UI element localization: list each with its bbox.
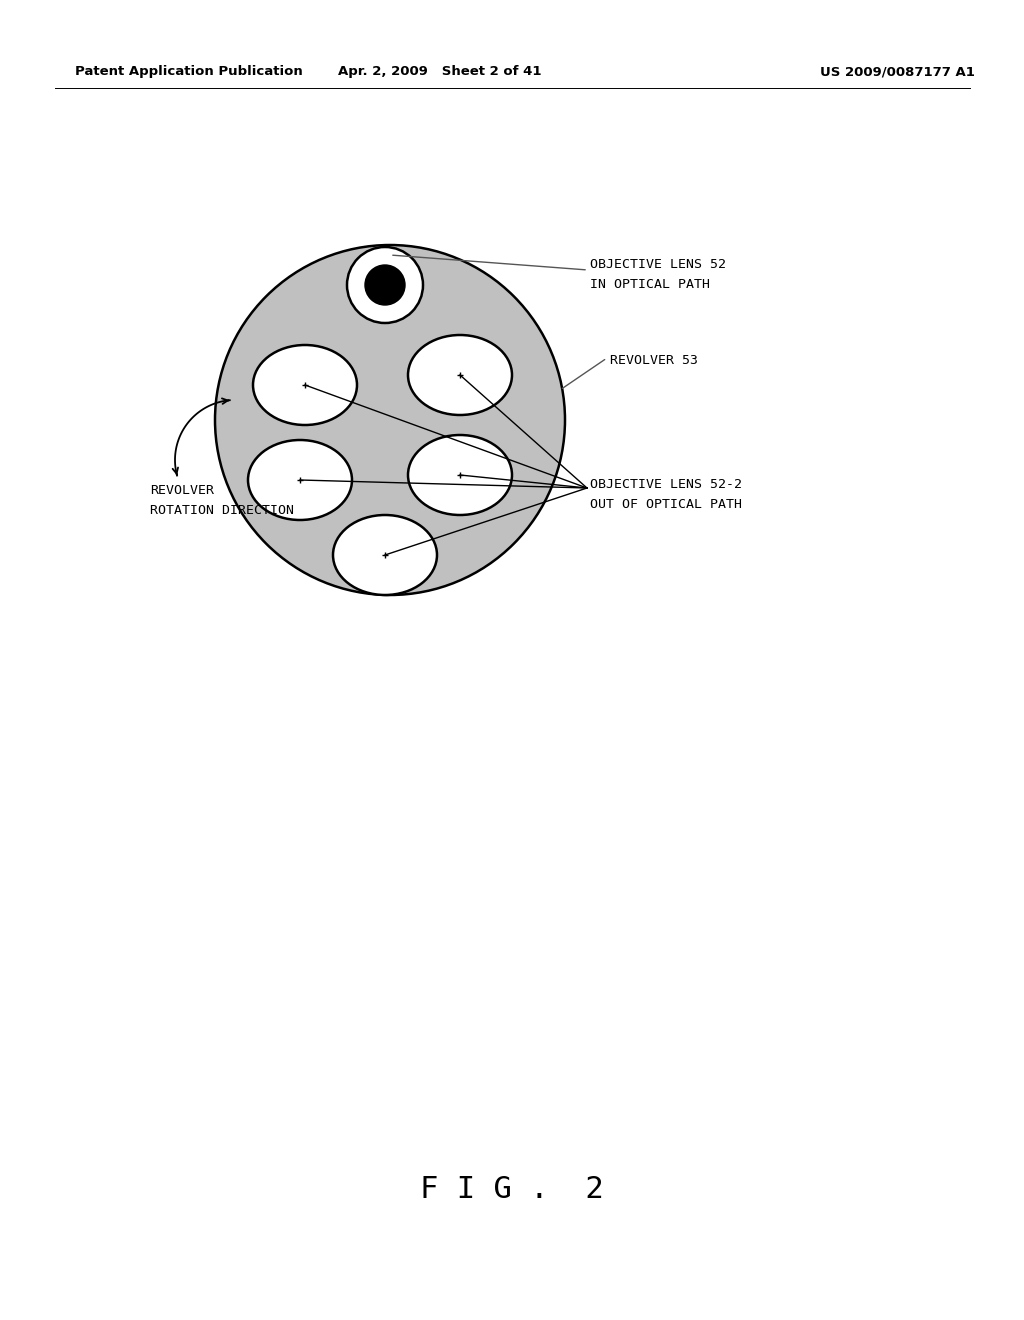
Text: OBJECTIVE LENS 52: OBJECTIVE LENS 52 xyxy=(590,259,726,272)
Text: OBJECTIVE LENS 52-2: OBJECTIVE LENS 52-2 xyxy=(590,479,742,491)
Text: F I G .  2: F I G . 2 xyxy=(420,1176,604,1204)
Text: Patent Application Publication: Patent Application Publication xyxy=(75,66,303,78)
Text: REVOLVER 53: REVOLVER 53 xyxy=(610,354,698,367)
Text: Apr. 2, 2009   Sheet 2 of 41: Apr. 2, 2009 Sheet 2 of 41 xyxy=(338,66,542,78)
Circle shape xyxy=(365,265,406,305)
Ellipse shape xyxy=(408,436,512,515)
Ellipse shape xyxy=(333,515,437,595)
Circle shape xyxy=(215,246,565,595)
Text: OUT OF OPTICAL PATH: OUT OF OPTICAL PATH xyxy=(590,499,742,511)
Ellipse shape xyxy=(408,335,512,414)
Text: IN OPTICAL PATH: IN OPTICAL PATH xyxy=(590,279,710,292)
Ellipse shape xyxy=(248,440,352,520)
Text: ROTATION DIRECTION: ROTATION DIRECTION xyxy=(150,503,294,516)
Ellipse shape xyxy=(253,345,357,425)
Circle shape xyxy=(347,247,423,323)
Text: REVOLVER: REVOLVER xyxy=(150,483,214,496)
Text: US 2009/0087177 A1: US 2009/0087177 A1 xyxy=(820,66,975,78)
